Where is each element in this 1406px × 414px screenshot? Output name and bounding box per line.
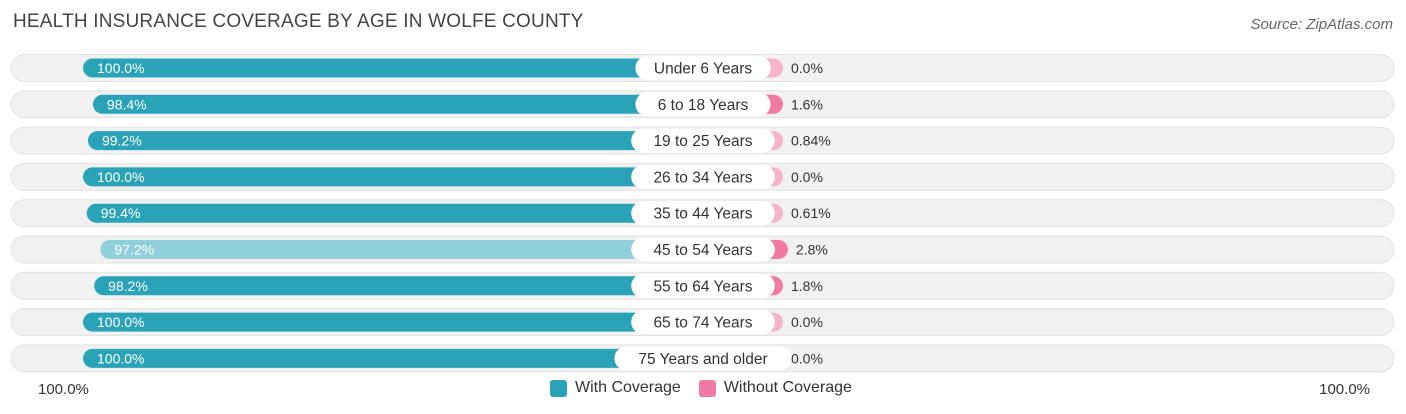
category-label: 55 to 64 Years (653, 278, 752, 295)
legend-label-with: With Coverage (575, 379, 681, 396)
category-label: 26 to 34 Years (653, 169, 752, 186)
category-pill (631, 237, 775, 262)
legend-swatch-without (698, 379, 716, 397)
label-with-coverage: 97.2% (114, 242, 154, 258)
bar-with-coverage (86, 203, 704, 223)
legend-item-with-coverage[interactable]: With Coverage (550, 379, 681, 397)
label-without-coverage: 0.84% (791, 133, 831, 149)
category-pill (631, 201, 775, 226)
legend-swatch-with (550, 379, 567, 397)
legend-label-without: Without Coverage (723, 379, 852, 396)
label-without-coverage: 1.6% (791, 96, 823, 112)
category-label: 35 to 44 Years (653, 206, 752, 223)
category-pill (614, 346, 792, 371)
bar-with-coverage (94, 276, 703, 296)
legend: With Coverage Without Coverage (550, 379, 862, 397)
legend-item-without-coverage[interactable]: Without Coverage (698, 379, 852, 397)
label-with-coverage: 100.0% (97, 314, 144, 330)
label-without-coverage: 2.8% (796, 242, 828, 258)
label-with-coverage: 99.4% (101, 205, 141, 221)
label-with-coverage: 98.4% (107, 96, 147, 112)
category-pill (631, 273, 775, 298)
bar-with-coverage (100, 240, 704, 259)
category-pill (631, 164, 775, 189)
label-with-coverage: 100.0% (97, 169, 144, 185)
label-with-coverage: 98.2% (108, 278, 148, 294)
label-with-coverage: 99.2% (102, 133, 142, 149)
label-without-coverage: 1.8% (791, 278, 823, 294)
category-pill (631, 310, 775, 335)
category-label: 45 to 54 Years (653, 242, 752, 259)
bar-with-coverage (83, 348, 703, 368)
axis-left-label: 100.0% (38, 381, 89, 398)
bar-with-coverage (92, 94, 704, 114)
label-with-coverage: 100.0% (97, 350, 144, 366)
category-pill (635, 92, 771, 117)
bar-with-coverage (87, 131, 703, 151)
category-pill (635, 56, 771, 80)
category-label: 6 to 18 Years (658, 97, 749, 114)
source-label: Source: ZipAtlas.com (1250, 16, 1393, 33)
label-without-coverage: 0.0% (791, 350, 823, 366)
category-label: 65 to 74 Years (653, 315, 752, 332)
category-label: 75 Years and older (638, 351, 767, 368)
axis-right-label: 100.0% (1319, 381, 1370, 398)
category-pill (631, 128, 775, 153)
bar-with-coverage (83, 167, 703, 187)
chart-title: HEALTH INSURANCE COVERAGE BY AGE IN WOLF… (13, 11, 584, 32)
label-without-coverage: 0.61% (791, 205, 831, 221)
bar-with-coverage (83, 312, 703, 332)
category-label: Under 6 Years (654, 61, 752, 78)
label-without-coverage: 0.0% (791, 169, 823, 185)
label-without-coverage: 0.0% (791, 314, 823, 330)
label-with-coverage: 100.0% (97, 60, 144, 76)
label-without-coverage: 0.0% (791, 60, 823, 76)
bar-with-coverage (83, 58, 703, 78)
category-label: 19 to 25 Years (653, 133, 752, 150)
